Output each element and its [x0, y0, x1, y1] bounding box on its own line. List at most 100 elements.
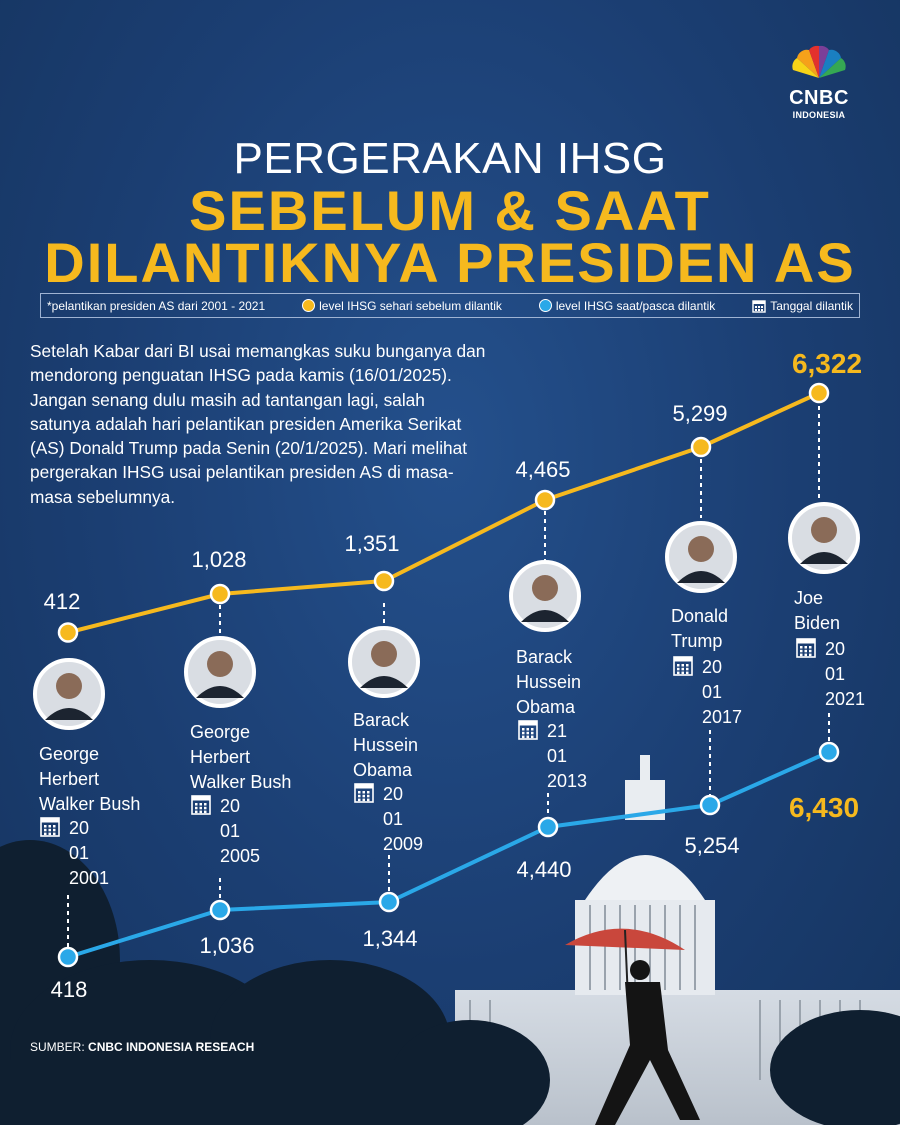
- calendar-cell: [804, 653, 807, 657]
- calendar-cell: [48, 828, 51, 832]
- peacock-icon: [792, 45, 846, 78]
- inauguration-date-line: 01: [547, 746, 567, 766]
- calendar-cell: [53, 828, 56, 832]
- president-name-line: George: [190, 722, 250, 742]
- calendar-cell: [362, 791, 365, 794]
- calendar-cell: [358, 794, 361, 798]
- inauguration-date-line: 2013: [547, 771, 587, 791]
- calendar-cell: [526, 735, 529, 739]
- calendar-cell: [53, 832, 56, 836]
- inauguration-date-line: 01: [702, 682, 722, 702]
- president-name-line: Hussein: [353, 735, 418, 755]
- calendar-cell: [358, 791, 361, 794]
- president-name-line: Walker Bush: [190, 772, 291, 792]
- title-line-2: SEBELUM & SAAT: [189, 179, 711, 242]
- before-value-label: 4,465: [515, 457, 570, 482]
- calendar-cell: [44, 825, 47, 828]
- calendar-cell: [48, 825, 51, 828]
- before-point: [534, 489, 556, 511]
- avatar-head-icon: [688, 536, 714, 562]
- calendar-cell: [362, 794, 365, 798]
- calendar-cell: [686, 671, 689, 675]
- avatar-head-icon: [56, 673, 82, 699]
- legend-item-after: level IHSG saat/pasca dilantik: [538, 299, 715, 313]
- calendar-cell: [809, 653, 812, 657]
- after-point: [818, 741, 840, 763]
- calendar-icon: [191, 795, 211, 815]
- inauguration-date-line: 2017: [702, 707, 742, 727]
- calendar-cell: [686, 667, 689, 671]
- calendar-cell: [204, 806, 207, 810]
- calendar-icon: [40, 817, 60, 837]
- calendar-cell: [48, 832, 51, 836]
- after-value-label: 1,344: [362, 926, 417, 951]
- after-point: [57, 946, 79, 968]
- calendar-cell: [686, 664, 689, 667]
- inauguration-date-line: 20: [702, 657, 722, 677]
- inauguration-date-line: 2005: [220, 846, 260, 866]
- after-value-label: 1,036: [199, 933, 254, 958]
- calendar-cell: [809, 649, 812, 653]
- legend-item-before: level IHSG sehari sebelum dilantik: [302, 299, 502, 313]
- avatar-head-icon: [371, 641, 397, 667]
- inauguration-date-line: 21: [547, 721, 567, 741]
- calendar-cell: [204, 810, 207, 814]
- calendar-icon: [673, 656, 693, 676]
- president-name-line: Herbert: [39, 769, 99, 789]
- calendar-cell: [800, 646, 803, 649]
- avatar-body-icon: [360, 676, 408, 688]
- calendar-cell: [199, 806, 202, 810]
- after-value-label: 418: [51, 977, 88, 1002]
- before-series-line: [67, 391, 820, 635]
- inauguration-date-line: 2001: [69, 868, 109, 888]
- calendar-top: [797, 639, 815, 644]
- legend-note: *pelantikan presiden AS dari 2001 - 2021: [47, 298, 266, 313]
- source-line: SUMBER: CNBC INDONESIA RESEACH: [30, 1040, 254, 1054]
- intro-paragraph: Setelah Kabar dari BI usai memangkas suk…: [30, 341, 486, 507]
- inauguration-date-line: 01: [69, 843, 89, 863]
- after-value-label: 4,440: [516, 857, 571, 882]
- before-point: [209, 583, 231, 605]
- inauguration-date-line: 20: [383, 784, 403, 804]
- before-point: [808, 382, 830, 404]
- calendar-top: [355, 784, 373, 789]
- before-value-label: 5,299: [672, 401, 727, 426]
- after-point: [378, 891, 400, 913]
- calendar-cell: [526, 728, 529, 731]
- inauguration-date-line: 01: [220, 821, 240, 841]
- title-line-3: DILANTIKNYA PRESIDEN AS: [44, 231, 856, 294]
- calendar-top: [192, 796, 210, 801]
- inauguration-date-line: 01: [825, 664, 845, 684]
- calendar-cell: [804, 646, 807, 649]
- brand-name: CNBC: [789, 87, 849, 109]
- calendar-cell: [199, 810, 202, 814]
- after-point: [209, 899, 231, 921]
- calendar-cell: [44, 832, 47, 836]
- calendar-cell: [44, 828, 47, 832]
- legend: *pelantikan presiden AS dari 2001 - 2021…: [40, 293, 860, 318]
- legend-before-label: level IHSG sehari sebelum dilantik: [319, 298, 502, 313]
- calendar-cell: [681, 671, 684, 675]
- legend-item-date: Tanggal dilantik: [752, 299, 853, 313]
- calendar-cell: [358, 798, 361, 802]
- avatar-body-icon: [45, 708, 93, 720]
- calendar-cell: [204, 803, 207, 806]
- after-value-label: 5,254: [684, 833, 739, 858]
- president-name-line: Trump: [671, 631, 722, 651]
- calendar-cell: [800, 653, 803, 657]
- president-avatar: [33, 658, 105, 730]
- umbrella-walker-silhouette: [565, 928, 700, 1125]
- president-name-line: Hussein: [516, 672, 581, 692]
- before-point: [57, 622, 79, 643]
- calendar-cell: [522, 735, 525, 739]
- calendar-cell: [677, 667, 680, 671]
- calendar-top: [519, 721, 537, 726]
- avatar-head-icon: [207, 651, 233, 677]
- president-name-line: Walker Bush: [39, 794, 140, 814]
- before-point: [373, 570, 395, 592]
- inauguration-date-line: 01: [383, 809, 403, 829]
- avatar-head-icon: [811, 517, 837, 543]
- before-point: [690, 436, 712, 458]
